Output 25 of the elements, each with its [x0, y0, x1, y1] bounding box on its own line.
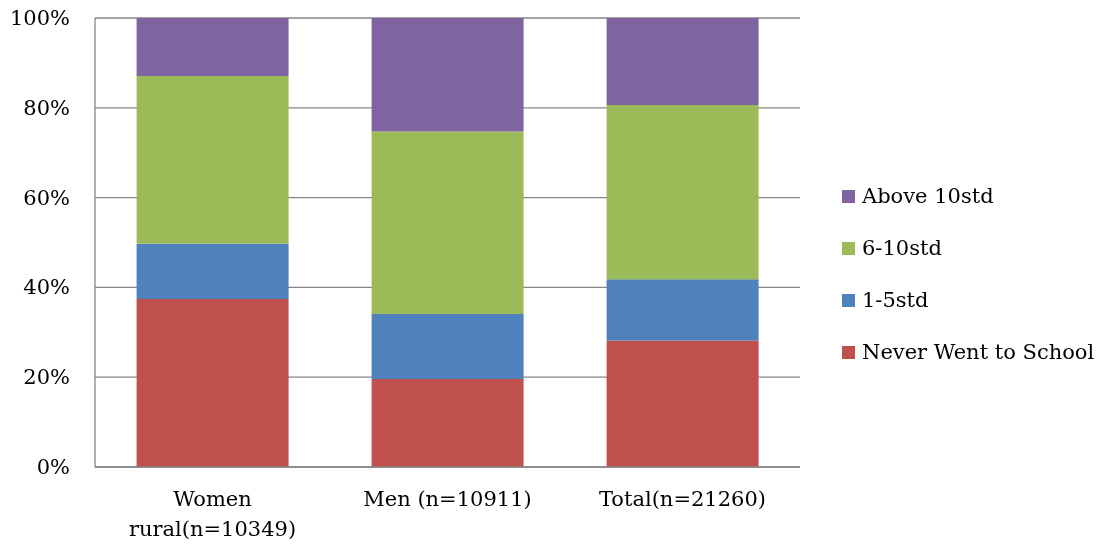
legend-label: 6-10std: [862, 236, 942, 260]
legend-label: Above 10std: [862, 184, 994, 208]
y-tick-label: 0%: [36, 455, 70, 479]
bar: [371, 131, 524, 314]
bar: [606, 279, 759, 341]
y-tick-label: 20%: [23, 365, 70, 390]
y-tick-label: 80%: [23, 95, 70, 120]
bar: [371, 18, 524, 132]
bar: [136, 18, 289, 76]
x-tick-label: Men (n=10911): [363, 487, 532, 511]
legend-label: Never Went to School: [862, 340, 1095, 364]
bar: [606, 105, 759, 280]
y-tick-label: 40%: [23, 275, 70, 300]
x-tick-label: Women rural(n=10349): [128, 487, 297, 541]
bar: [606, 340, 759, 467]
bar: [136, 75, 289, 244]
y-tick-label: 100%: [9, 6, 70, 30]
legend-label: 1-5std: [862, 288, 929, 312]
bar: [606, 18, 759, 106]
bar: [136, 299, 289, 467]
bar: [371, 313, 524, 379]
bar: [371, 379, 524, 467]
bar: [136, 243, 289, 300]
y-tick-label: 60%: [23, 185, 70, 210]
x-tick-label: Total(n=21260): [598, 487, 767, 511]
